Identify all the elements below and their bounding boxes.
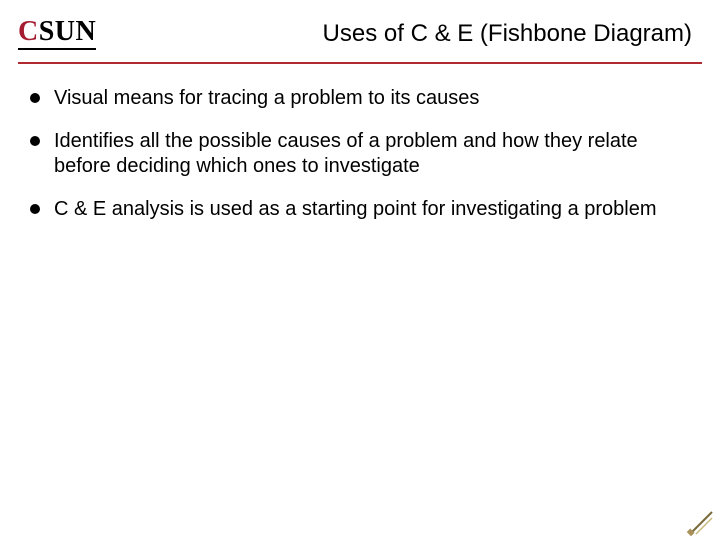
bullet-list: Visual means for tracing a problem to it…: [28, 86, 692, 222]
csun-logo: CSUN: [18, 16, 96, 50]
logo-underline: [18, 48, 96, 50]
list-item: C & E analysis is used as a starting poi…: [28, 197, 692, 222]
slide: CSUN Uses of C & E (Fishbone Diagram) Vi…: [0, 0, 720, 540]
content-area: Visual means for tracing a problem to it…: [28, 86, 692, 240]
list-item: Identifies all the possible causes of a …: [28, 129, 692, 179]
corner-decoration-icon: [684, 510, 714, 536]
logo-rest: SUN: [39, 16, 97, 47]
title-area: Uses of C & E (Fishbone Diagram): [170, 20, 700, 54]
slide-title: Uses of C & E (Fishbone Diagram): [170, 20, 700, 54]
list-item: Visual means for tracing a problem to it…: [28, 86, 692, 111]
logo-first-letter: C: [18, 16, 39, 47]
title-underline: [18, 62, 702, 64]
